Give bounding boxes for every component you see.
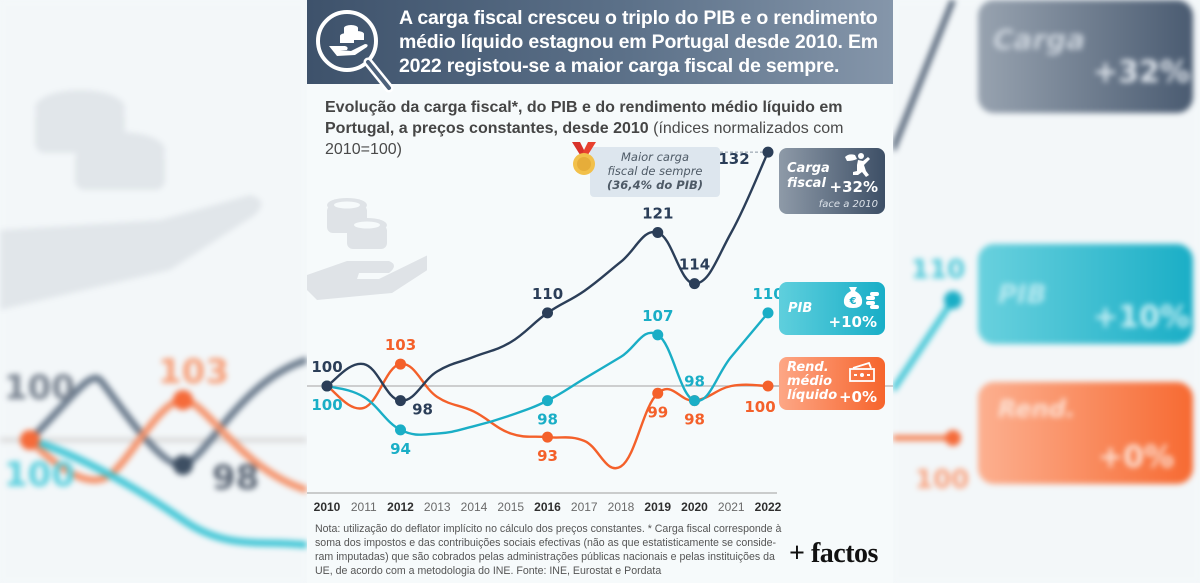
data-point-pib-2020: [689, 395, 700, 407]
bg-card-carga: [978, 0, 1193, 113]
background-decoration-right: [893, 0, 962, 446]
x-tick-label-2019: 2019: [644, 500, 671, 514]
callout-line3: (36,4% do PIB): [606, 178, 704, 192]
data-label-pib-2012: 94: [390, 440, 411, 458]
data-label-rend-2022: 100: [744, 398, 775, 416]
bg-card-pib-value: +10%: [1093, 300, 1190, 335]
legend-card-carga-fiscal: Carga fiscal +32% face a 2010: [779, 148, 885, 214]
header-banner: A carga fiscal cresceu o triplo do PIB e…: [307, 0, 893, 93]
line-chart: 2010 2011 2012 2013 2014 2015 2016 2017 2018 2019…: [307, 146, 893, 514]
data-label-carga-2019: 121: [642, 204, 673, 222]
x-tick-label-2021: 2021: [718, 500, 745, 514]
data-label-carga-2022: 132: [718, 150, 749, 168]
data-point-pib-2022: [762, 307, 774, 319]
gold-medal-icon: [572, 142, 596, 175]
data-label-pib-2019: 107: [642, 307, 673, 325]
x-tick-label-2018: 2018: [608, 500, 635, 514]
data-point-rend-2019: [652, 387, 664, 399]
infographic: A carga fiscal cresceu o triplo do PIB e…: [307, 0, 893, 583]
background-decoration: [0, 90, 307, 549]
bg-label-103: 103: [158, 352, 229, 392]
card-rend-label1: Rend.: [787, 360, 829, 375]
data-label-pib-2010: 100: [311, 396, 342, 414]
card-rend-label2: médio: [787, 374, 833, 389]
legend-card-pib: PIB € +10%: [779, 282, 885, 335]
data-label-rend-2019: 99: [647, 403, 668, 421]
card-rend-label3: líquido: [787, 388, 838, 403]
data-label-carga-2012: 98: [412, 401, 433, 419]
card-carga-value: +32%: [829, 178, 878, 196]
data-point-rend-2016: [542, 431, 553, 443]
background-blur-left: 100 103 100 98: [0, 0, 307, 583]
data-label-rend-2016: 93: [537, 447, 558, 465]
chart-subtitle-normal: (índices normalizados com 2010=100): [325, 120, 844, 158]
series-line-carga: [325, 150, 770, 402]
bg-label-100-rend: 100: [915, 465, 970, 495]
x-tick-label-2011: 2011: [351, 500, 377, 514]
card-pib-value: +10%: [828, 313, 877, 331]
bg-card-rend: [978, 382, 1193, 484]
bg-card-carga-value: +32%: [1093, 55, 1190, 90]
banknote-icon: [849, 361, 875, 382]
bg-card-pib-label: PIB: [998, 280, 1047, 310]
card-carga-label2: fiscal: [787, 176, 826, 191]
data-point-rend-2012: [395, 358, 406, 370]
x-tick-label-2014: 2014: [461, 500, 488, 514]
data-point-pib-2016: [542, 395, 553, 407]
data-point-rend-2022: [762, 380, 774, 392]
data-point-carga-2016: [542, 307, 553, 319]
data-label-rend-2020: 98: [684, 411, 705, 429]
x-tick-label-2017: 2017: [571, 500, 598, 514]
data-point-carga-2010: [321, 380, 333, 392]
callout-line2: fiscal de sempre: [607, 164, 703, 178]
data-point-pib-2019: [652, 329, 664, 341]
data-label-pib-2022: 110: [752, 285, 783, 303]
data-label-pib-2020: 98: [684, 373, 705, 391]
x-tick-label-2013: 2013: [424, 500, 451, 514]
bg-card-pib: [978, 244, 1193, 344]
x-tick-label-2010: 2010: [314, 500, 341, 514]
x-tick-label-2015: 2015: [497, 500, 524, 514]
data-point-carga-2022: [762, 146, 774, 158]
bg-label-110-pib: 110: [911, 255, 966, 285]
bg-label-98: 98: [212, 458, 260, 498]
bg-card-rend-value: +0%: [1098, 440, 1175, 475]
callout-line1: Maior carga: [620, 150, 690, 164]
x-tick-label-2012: 2012: [387, 500, 414, 514]
tax-burden-runner-icon: [845, 153, 870, 177]
bg-card-rend-label: Rend.: [998, 395, 1075, 423]
money-bag-euro-icon: €: [843, 287, 879, 309]
x-tick-label-2022: 2022: [755, 500, 782, 514]
record-tax-burden-callout: Maior carga fiscal de sempre (36,4% do P…: [590, 147, 720, 197]
brand-logo: + factos: [789, 538, 878, 569]
legend-card-rend-medio-liquido: Rend. médio líquido +0%: [779, 357, 885, 410]
bg-label-100-pib: 100: [4, 455, 75, 495]
data-point-carga-2020: [689, 278, 700, 290]
headline: A carga fiscal cresceu o triplo do PIB e…: [399, 7, 878, 77]
coins-hand-decoration-icon: [307, 198, 427, 300]
chart-subtitle: Evolução da carga fiscal*, do PIB e do r…: [325, 97, 890, 160]
magnifier-coins-hand-icon: [316, 10, 394, 93]
data-label-rend-2012: 103: [385, 336, 416, 354]
footnote: Nota: utilização do deflator implícito n…: [315, 523, 782, 577]
data-point-pib-2012: [395, 424, 406, 436]
bg-label-100-carga: 100: [4, 368, 75, 408]
data-label-pib-2016: 98: [537, 411, 558, 429]
card-rend-value: +0%: [838, 388, 877, 406]
data-label-carga-2010: 100: [311, 358, 342, 376]
card-carga-label1: Carga: [787, 161, 830, 176]
data-point-carga-2019: [652, 226, 664, 238]
card-carga-note: face a 2010: [818, 199, 878, 210]
svg-text:€: €: [849, 296, 857, 307]
data-point-carga-2012: [395, 395, 406, 407]
data-label-carga-2016: 110: [532, 285, 563, 303]
bg-card-carga-label: Carga: [993, 23, 1086, 56]
x-tick-label-2020: 2020: [681, 500, 708, 514]
x-tick-label-2016: 2016: [534, 500, 561, 514]
background-blur-right: Carga +32% PIB +10% Rend. +0% 100 110: [893, 0, 1200, 583]
chart-subtitle-bold: Evolução da carga fiscal*, do PIB e do r…: [325, 99, 843, 137]
card-pib-label: PIB: [788, 301, 813, 316]
data-label-carga-2020: 114: [679, 256, 710, 274]
